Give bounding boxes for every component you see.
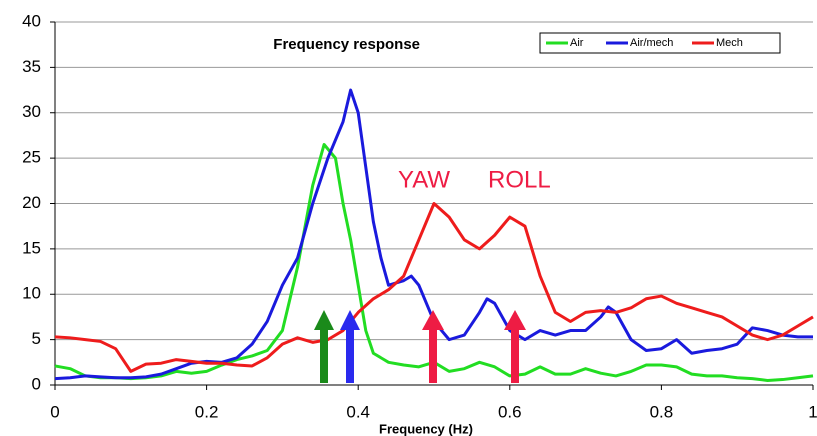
y-tick-label: 0 [32,374,41,393]
y-tick-label: 30 [22,102,41,121]
arrow [340,310,360,383]
y-tick-label: 15 [22,238,41,257]
annotation: ROLL [488,166,551,193]
y-tick-label: 25 [22,148,41,167]
legend-box [539,32,781,54]
y-tick-label: 10 [22,284,41,303]
arrows [314,310,526,383]
arrow [314,310,334,383]
x-tick-label: 1 [808,402,817,421]
series-line [54,143,814,382]
x-tick-label: 0 [50,402,59,421]
legend-label: Mech [716,37,743,49]
x-tick-label: 0.4 [346,402,370,421]
x-tick-label: 0.2 [195,402,219,421]
y-tick-label: 35 [22,57,41,76]
arrow [504,310,526,383]
y-tick-label: 20 [22,193,41,212]
series-line [54,202,814,373]
y-tick-label: 5 [32,329,41,348]
x-tick-label: 0.8 [650,402,674,421]
legend-label: Air [570,37,584,49]
y-tick-label: 40 [22,11,41,30]
chart-title: Frequency response [273,36,420,53]
legend-label: Air/mech [630,37,673,49]
annotation: YAW [398,166,450,193]
x-tick-label: 0.6 [498,402,522,421]
arrow [422,310,444,383]
x-axis-label: Frequency (Hz) [379,421,473,436]
